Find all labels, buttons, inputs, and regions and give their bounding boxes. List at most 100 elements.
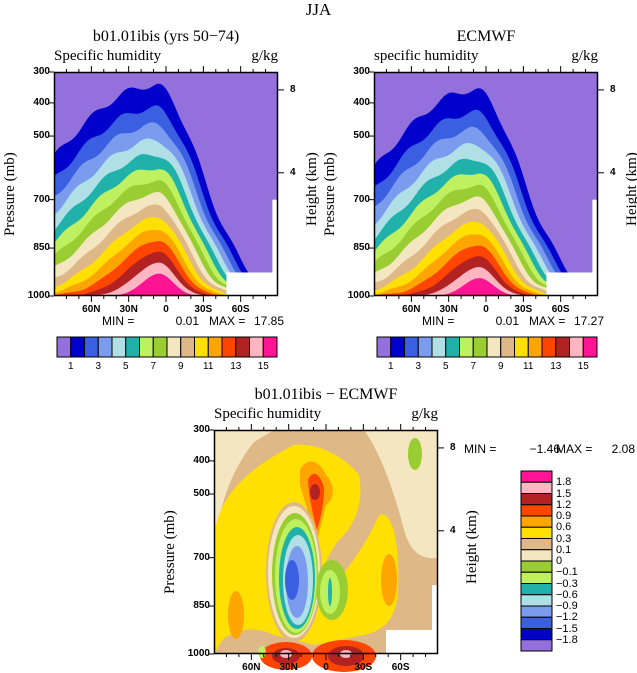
colorbar-box bbox=[376, 336, 392, 358]
variable-label: specific humidity bbox=[374, 48, 479, 64]
colorbar-box bbox=[582, 336, 598, 358]
colorbar bbox=[520, 470, 553, 652]
min-value: 0.01 bbox=[495, 314, 519, 328]
plot-title: b01.01ibis (yrs 50−74) bbox=[92, 28, 240, 45]
plot-title: b01.01ibis − ECMWF bbox=[254, 386, 398, 403]
units-label: g/kg bbox=[411, 406, 438, 422]
colorbar-label: 13 bbox=[230, 361, 242, 372]
x-tick-label: 30S bbox=[194, 304, 213, 315]
y-tick-label: 700 bbox=[33, 193, 50, 205]
x-tick-label: 60S bbox=[391, 662, 410, 673]
colorbar-box bbox=[221, 336, 237, 358]
colorbar-box bbox=[152, 336, 168, 358]
plot-frame bbox=[53, 71, 279, 297]
colorbar-box bbox=[84, 336, 99, 358]
variable-label: Specific humidity bbox=[54, 48, 162, 64]
colorbar-box bbox=[262, 336, 278, 358]
variable-label: Specific humidity bbox=[214, 406, 322, 422]
x-tick-label: 60N bbox=[402, 304, 421, 315]
contour-plot bbox=[49, 66, 284, 302]
colorbar-box bbox=[417, 336, 433, 358]
colorbar-box bbox=[520, 571, 553, 584]
y-right-tick-label: 8 bbox=[450, 441, 456, 453]
colorbar-label: 15 bbox=[257, 361, 269, 372]
colorbar-box bbox=[139, 336, 154, 358]
y-tick-label: 700 bbox=[193, 551, 210, 563]
topography-mask bbox=[272, 199, 278, 296]
colorbar-label: 5 bbox=[442, 361, 449, 372]
colorbar-box bbox=[249, 336, 264, 358]
min-value: 0.01 bbox=[175, 314, 199, 328]
colorbar-label: 1 bbox=[67, 361, 74, 372]
y-tick-label: 400 bbox=[353, 96, 370, 108]
colorbar-box bbox=[555, 336, 570, 358]
colorbar-box bbox=[166, 336, 182, 358]
max-value: 17.85 bbox=[253, 314, 284, 328]
y-tick-label: 850 bbox=[193, 600, 210, 612]
y-right-tick-label: 4 bbox=[610, 166, 616, 178]
colorbar-box bbox=[207, 336, 223, 358]
colorbar-label: 1 bbox=[387, 361, 394, 372]
y-tick-label: 1000 bbox=[187, 648, 210, 659]
colorbar-box bbox=[520, 639, 553, 652]
contour-fill-neg0.6-to-neg0.3 bbox=[328, 578, 332, 606]
units-label: g/kg bbox=[571, 48, 598, 64]
colorbar-box bbox=[520, 583, 553, 596]
contour-fill-neg0.3-to-neg0.1 bbox=[258, 646, 266, 658]
colorbar-label: −0.1 bbox=[556, 566, 578, 579]
x-tick-label: 30S bbox=[514, 304, 533, 315]
colorbar bbox=[376, 336, 598, 358]
max-value: 2.08 bbox=[611, 442, 635, 456]
colorbar-label: 0 bbox=[556, 555, 563, 567]
colorbar-box bbox=[125, 336, 140, 358]
x-tick-label: 0 bbox=[323, 662, 329, 673]
topography-mask bbox=[432, 585, 438, 654]
y-axis-right-label: Height (km) bbox=[624, 152, 637, 226]
contour-fill-level-15 bbox=[54, 273, 278, 296]
plot-frame bbox=[213, 429, 439, 655]
contour-fill-0.6-to-0.9 bbox=[228, 591, 244, 639]
y-tick-label: 400 bbox=[33, 96, 50, 108]
colorbar bbox=[56, 336, 278, 358]
colorbar-box bbox=[520, 560, 553, 573]
colorbar-box bbox=[520, 538, 553, 551]
y-tick-label: 300 bbox=[193, 424, 210, 435]
y-tick-label: 1000 bbox=[347, 290, 370, 301]
colorbar-label: 5 bbox=[122, 361, 129, 372]
colorbar-box bbox=[514, 336, 529, 358]
contour-fill-level-15 bbox=[374, 278, 598, 296]
x-tick-label: 60N bbox=[82, 304, 101, 315]
y-tick-label: 850 bbox=[33, 242, 50, 254]
x-tick-label: 30N bbox=[119, 304, 138, 315]
colorbar-label: −1.2 bbox=[556, 611, 578, 624]
plot-frame bbox=[373, 71, 599, 297]
y-tick-label: 400 bbox=[193, 454, 210, 466]
colorbar-box bbox=[194, 336, 209, 358]
colorbar-label: 13 bbox=[550, 361, 562, 372]
y-tick-label: 300 bbox=[33, 66, 50, 77]
x-tick-label: 0 bbox=[483, 304, 489, 315]
colorbar-box bbox=[520, 605, 553, 618]
max-value: 17.27 bbox=[573, 314, 604, 328]
contour-fill-0.6-to-0.9 bbox=[381, 554, 397, 606]
colorbar-box bbox=[520, 481, 553, 494]
units-label: g/kg bbox=[251, 48, 278, 64]
colorbar-box bbox=[472, 336, 488, 358]
colorbar-box bbox=[520, 628, 553, 641]
colorbar-label: 11 bbox=[203, 361, 214, 372]
y-tick-label: 850 bbox=[353, 242, 370, 254]
x-tick-label: 30N bbox=[439, 304, 458, 315]
figure-title: JJA bbox=[305, 0, 332, 19]
topography-mask bbox=[386, 630, 438, 654]
contour-fill-neg0.1-to-0 bbox=[408, 438, 422, 470]
colorbar-label: 7 bbox=[150, 361, 157, 372]
x-tick-label: 0 bbox=[163, 304, 169, 315]
colorbar-box bbox=[520, 594, 553, 607]
colorbar-label: −0.6 bbox=[556, 588, 578, 601]
topography-mask bbox=[592, 199, 598, 296]
y-tick-label: 500 bbox=[33, 130, 50, 142]
colorbar-box bbox=[70, 336, 85, 358]
colorbar-box bbox=[520, 504, 553, 517]
min-label: MIN = bbox=[102, 314, 135, 328]
colorbar-label: 9 bbox=[497, 361, 504, 372]
